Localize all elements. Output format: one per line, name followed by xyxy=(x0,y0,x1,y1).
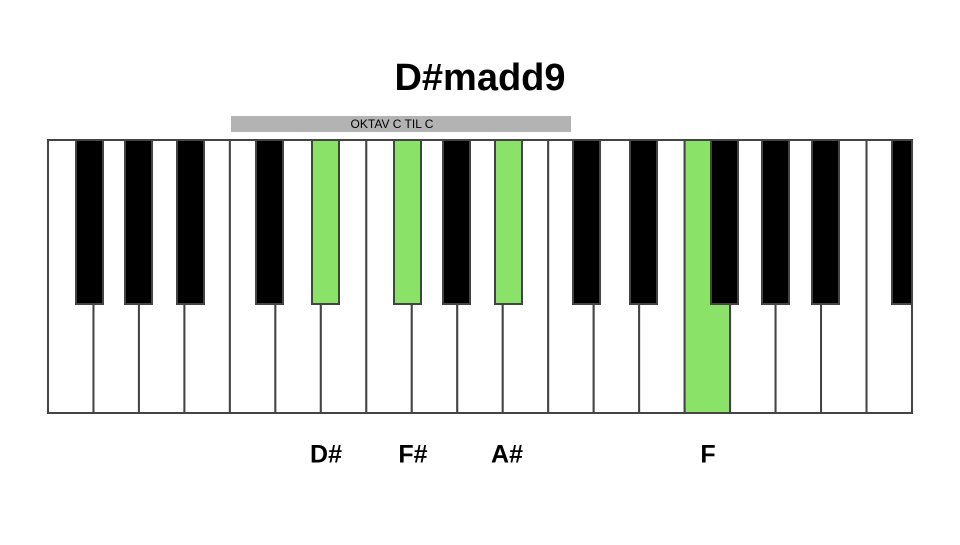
black-key xyxy=(572,139,601,305)
black-key xyxy=(393,139,422,305)
black-key xyxy=(891,139,913,305)
keyboard-border xyxy=(47,139,913,414)
black-key xyxy=(311,139,340,305)
octave-bar xyxy=(231,116,571,132)
black-key xyxy=(494,139,523,305)
octave-label: OKTAV C TIL C xyxy=(351,117,434,131)
note-label: D# xyxy=(310,441,342,469)
black-key xyxy=(811,139,840,305)
black-key xyxy=(176,139,205,305)
black-key xyxy=(761,139,790,305)
black-key xyxy=(629,139,658,305)
note-label: F# xyxy=(398,441,427,469)
keyboard xyxy=(47,139,913,414)
black-key xyxy=(710,139,739,305)
chord-title: D#madd9 xyxy=(394,57,565,99)
black-key xyxy=(255,139,284,305)
black-key xyxy=(124,139,153,305)
black-key xyxy=(442,139,471,305)
note-label: A# xyxy=(491,441,523,469)
note-label: F xyxy=(700,441,715,469)
black-key xyxy=(75,139,104,305)
